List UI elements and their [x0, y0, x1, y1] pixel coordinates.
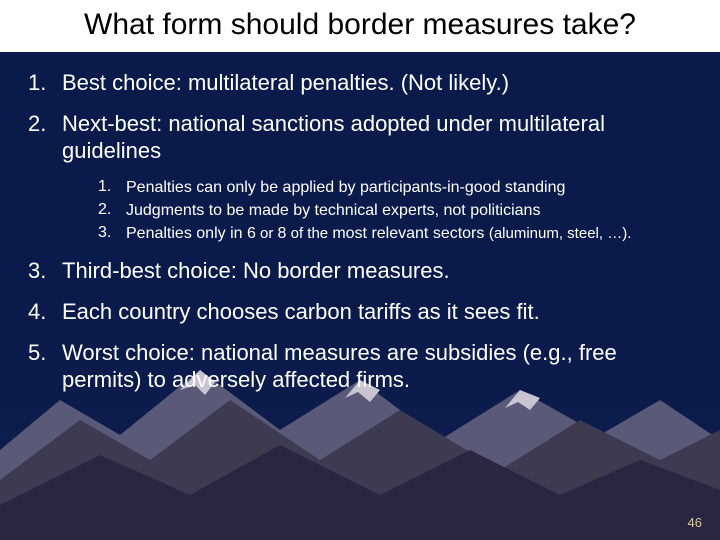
sub-number: 1.: [98, 178, 126, 196]
slide: What form should border measures take? 1…: [0, 0, 720, 540]
sub-part: or: [256, 225, 278, 242]
slide-number: 46: [688, 515, 702, 530]
sub-item: 1. Penalties can only be applied by part…: [98, 178, 692, 198]
slide-title: What form should border measures take?: [0, 8, 720, 42]
sub-part: of the: [286, 225, 332, 242]
list-item: 5. Worst choice: national measures are s…: [28, 340, 692, 394]
sub-part: most relevant sectors: [332, 225, 489, 242]
sub-text: Penalties can only be applied by partici…: [126, 178, 565, 198]
list-item: 4. Each country chooses carbon tariffs a…: [28, 299, 692, 326]
item-number: 4.: [28, 299, 62, 325]
content-area: 1. Best choice: multilateral penalties. …: [0, 52, 720, 394]
title-bar: What form should border measures take?: [0, 0, 720, 52]
sub-number: 2.: [98, 201, 126, 219]
sub-item: 3. Penalties only in 6 or 8 of the most …: [98, 224, 692, 244]
list-item: 1. Best choice: multilateral penalties. …: [28, 70, 692, 97]
item-number: 3.: [28, 258, 62, 284]
sub-text: Judgments to be made by technical expert…: [126, 201, 540, 221]
sub-number: 3.: [98, 224, 126, 242]
item-number: 1.: [28, 70, 62, 96]
sub-item: 2. Judgments to be made by technical exp…: [98, 201, 692, 221]
item-text: Third-best choice: No border measures.: [62, 258, 450, 285]
sub-part: Penalties only in 6: [126, 225, 256, 242]
list-item: 2. Next-best: national sanctions adopted…: [28, 111, 692, 165]
item-number: 2.: [28, 111, 62, 137]
item-text: Worst choice: national measures are subs…: [62, 340, 692, 394]
sub-part: (aluminum, steel, …).: [489, 225, 632, 242]
item-text: Each country chooses carbon tariffs as i…: [62, 299, 540, 326]
list-item: 3. Third-best choice: No border measures…: [28, 258, 692, 285]
item-text: Best choice: multilateral penalties. (No…: [62, 70, 509, 97]
sub-text: Penalties only in 6 or 8 of the most rel…: [126, 224, 631, 244]
item-number: 5.: [28, 340, 62, 366]
item-text: Next-best: national sanctions adopted un…: [62, 111, 692, 165]
sub-list: 1. Penalties can only be applied by part…: [98, 178, 692, 244]
